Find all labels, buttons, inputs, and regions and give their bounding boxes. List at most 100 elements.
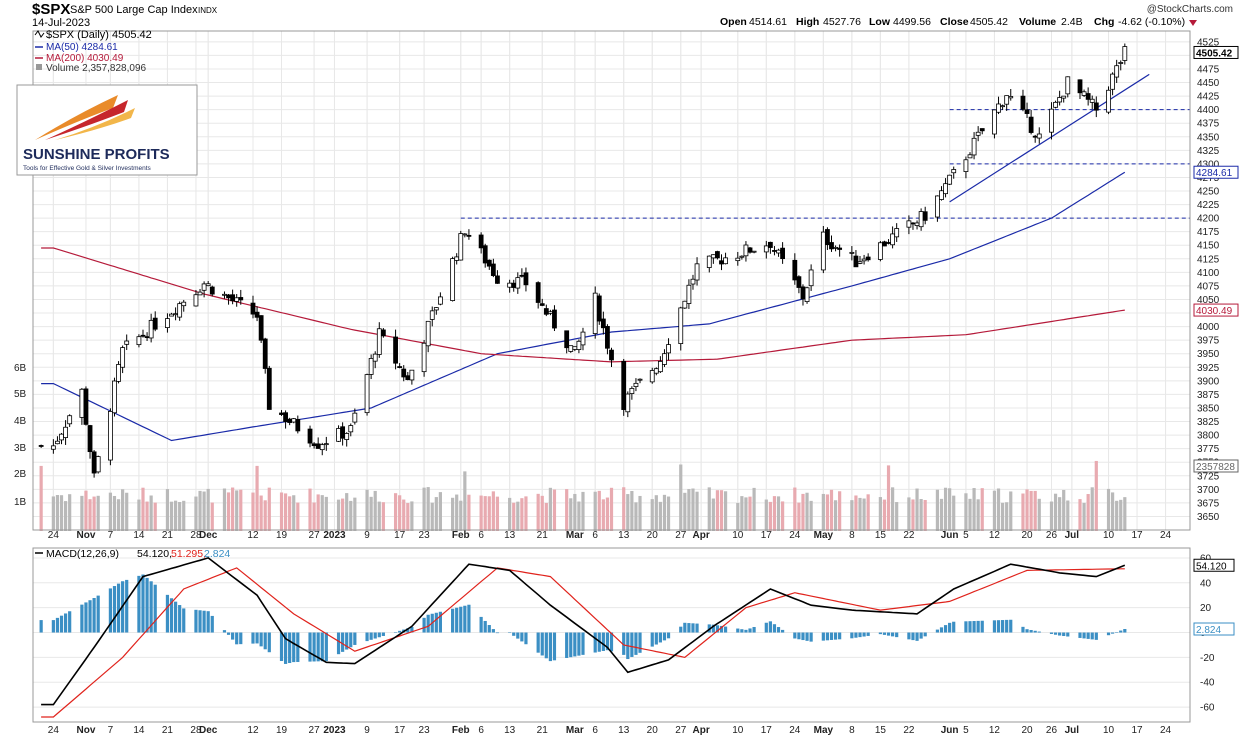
price-x-label: 10 xyxy=(732,530,744,541)
candle-body xyxy=(144,336,150,339)
candle-body xyxy=(193,294,199,307)
candle-body xyxy=(95,456,101,473)
volume-value: 2.4B xyxy=(1061,16,1083,28)
candle-body xyxy=(1093,102,1099,111)
macd-x-label: 22 xyxy=(903,725,915,736)
macd-histogram-bar xyxy=(736,628,740,633)
volume-bar xyxy=(948,488,952,531)
macd-histogram-bar xyxy=(630,632,634,657)
volume-bar xyxy=(451,497,455,531)
candle-body xyxy=(572,346,578,350)
volume-bar xyxy=(687,489,691,531)
macd-histogram-bar xyxy=(1066,632,1070,637)
down-arrow-icon xyxy=(1189,20,1197,26)
macd-tick-label: -20 xyxy=(1200,653,1215,664)
macd-x-label: 7 xyxy=(108,725,114,736)
volume-bar xyxy=(483,496,487,531)
price-x-label: 2023 xyxy=(323,530,346,541)
candle-body xyxy=(222,293,227,296)
macd-histogram-bar xyxy=(1049,632,1054,634)
candle-body xyxy=(140,334,146,337)
volume-value-label-box xyxy=(1193,459,1239,473)
candle-body xyxy=(939,190,944,200)
volume-bar xyxy=(695,491,699,531)
macd-histogram-bar xyxy=(279,632,284,662)
candle-body xyxy=(425,320,431,347)
price-tick-label: 4100 xyxy=(1197,268,1220,279)
macd-histogram-bar xyxy=(198,610,202,633)
macd-histogram-bar xyxy=(948,622,952,633)
volume-bar xyxy=(1037,498,1041,531)
candle-body xyxy=(59,433,64,441)
price-tick-label: 3825 xyxy=(1197,417,1220,428)
volume-bar xyxy=(508,497,512,531)
macd-histogram-bar xyxy=(422,617,426,633)
candle-body xyxy=(609,349,614,361)
volume-legend-icon xyxy=(36,64,42,70)
macd-legend-v2: 51.295, xyxy=(171,548,206,560)
volume-bar xyxy=(369,496,373,531)
candle-body xyxy=(971,137,977,156)
candle-body xyxy=(1114,65,1120,78)
volume-bar xyxy=(923,500,927,531)
macd-histogram-bar xyxy=(976,620,980,633)
macd-histogram-bar xyxy=(695,623,699,633)
candle-body xyxy=(629,388,635,394)
price-x-label: 20 xyxy=(647,530,659,541)
macd-x-label: 28 xyxy=(190,725,202,736)
macd-x-label: 24 xyxy=(1160,725,1172,736)
volume-bar xyxy=(536,493,540,531)
macd-histogram-bar xyxy=(1082,632,1086,639)
macd-histogram-bar xyxy=(980,620,984,633)
candle-body xyxy=(405,375,411,381)
macd-histogram-bar xyxy=(1062,632,1066,637)
macd-histogram-bar xyxy=(805,632,809,641)
macd-histogram-bar xyxy=(886,632,891,636)
volume-bar xyxy=(638,495,642,531)
volume-bar xyxy=(283,493,288,531)
volume-bar xyxy=(972,488,976,531)
volume-bar xyxy=(886,465,891,531)
volume-tick-label: 4B xyxy=(14,416,27,427)
volume-bar xyxy=(744,497,748,531)
candle-body xyxy=(209,286,215,295)
volume-bar xyxy=(1000,502,1005,531)
logo-tagline: Tools for Effective Gold & Silver Invest… xyxy=(23,165,152,172)
volume-bar xyxy=(259,495,263,531)
macd-histogram-bar xyxy=(1086,632,1090,639)
macd-histogram-bar xyxy=(935,629,940,633)
candle-body xyxy=(837,247,843,250)
macd-histogram-bar xyxy=(259,632,263,647)
candle-body xyxy=(747,247,753,253)
macd-histogram-bar xyxy=(479,616,483,633)
macd-x-label: 23 xyxy=(419,725,431,736)
macd-histogram-bar xyxy=(125,579,129,633)
macd-histogram-bar xyxy=(178,605,182,633)
candle-body xyxy=(1024,109,1030,114)
candle-body xyxy=(165,318,170,329)
macd-x-label: 21 xyxy=(537,725,549,736)
candle-body xyxy=(315,443,321,449)
candle-body xyxy=(515,277,521,289)
macd-histogram-bar xyxy=(882,632,887,635)
macd-histogram-bar xyxy=(740,629,744,633)
macd-histogram-bar xyxy=(964,621,968,633)
volume-bar xyxy=(430,502,434,531)
volume-bar xyxy=(524,496,528,531)
volume-bar xyxy=(581,491,585,531)
macd-histogram-bar xyxy=(169,598,174,633)
candle-body xyxy=(421,342,427,373)
volume-bar xyxy=(907,497,911,531)
price-x-label: 8 xyxy=(849,530,855,541)
moving-averages xyxy=(41,171,1126,442)
candle-body xyxy=(1065,76,1071,95)
candle-body xyxy=(992,109,997,135)
candle-body xyxy=(523,272,529,286)
candle-body xyxy=(1049,108,1054,133)
candle-body xyxy=(1118,62,1124,64)
macd-histogram-bar xyxy=(1005,619,1009,633)
volume-bar xyxy=(467,494,471,531)
index-name: S&P 500 Large Cap Index xyxy=(70,4,198,16)
macd-histogram-bar xyxy=(1009,619,1013,633)
macd-histogram-bar xyxy=(1025,629,1029,633)
